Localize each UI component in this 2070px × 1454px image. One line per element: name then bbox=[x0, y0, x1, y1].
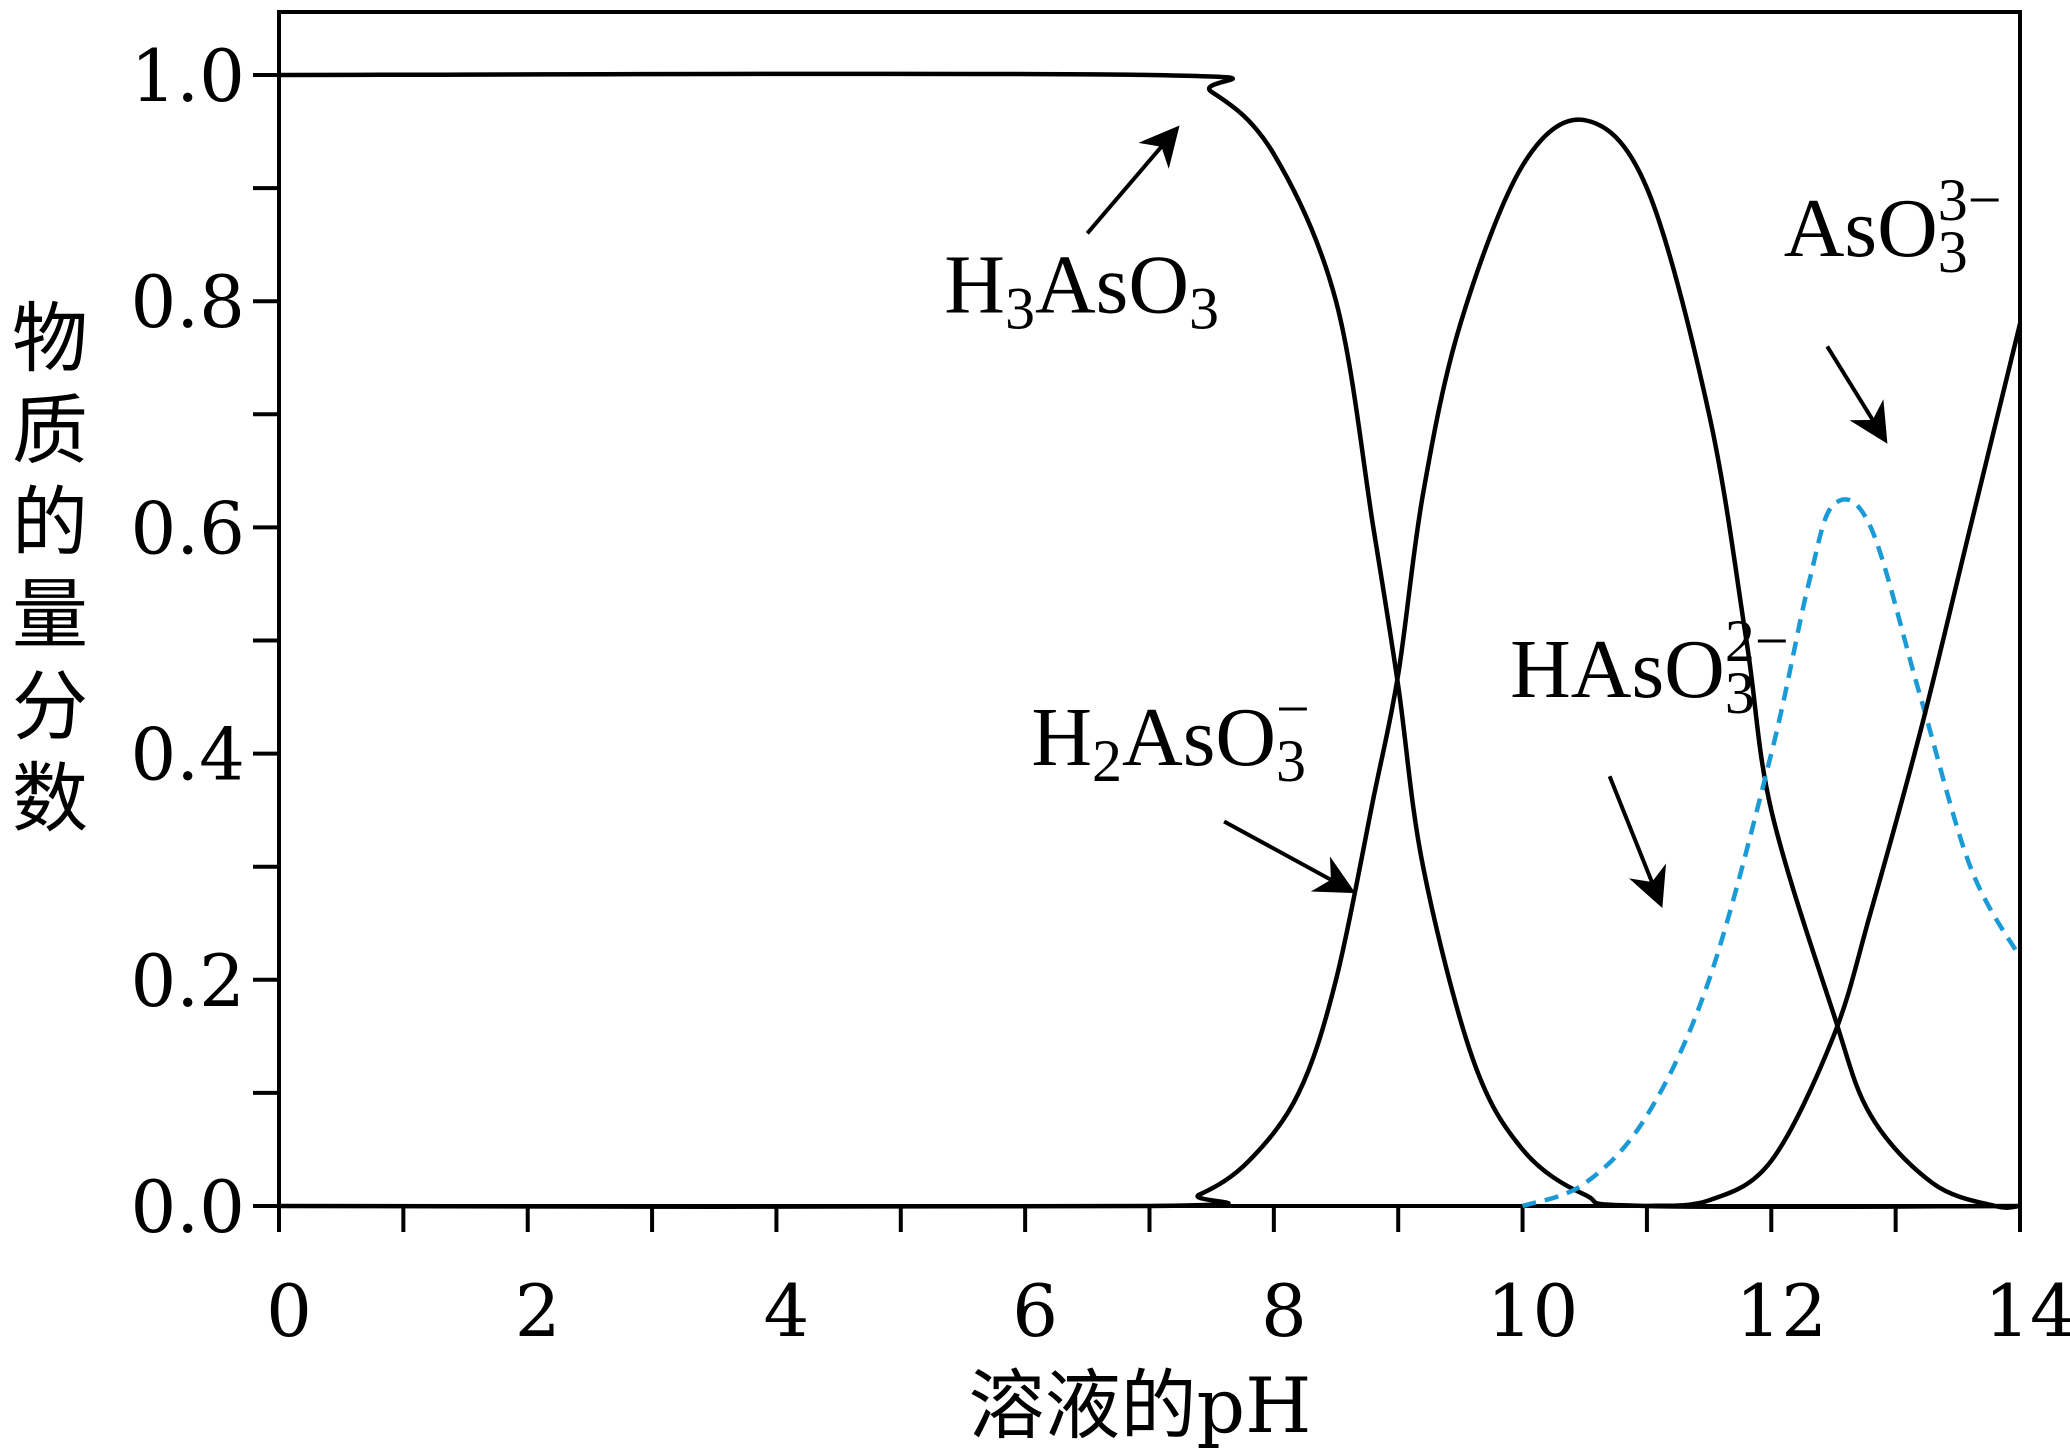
species-label-2: HAsO32− bbox=[1510, 608, 1789, 726]
y-tick-label: 0.0 bbox=[130, 1165, 245, 1249]
y-axis-title-char: 分 bbox=[12, 662, 88, 751]
x-tick-label: 4 bbox=[764, 1269, 810, 1353]
x-tick-label: 10 bbox=[1487, 1269, 1579, 1353]
species-label-3: AsO33− bbox=[1784, 167, 2002, 285]
annotation-arrow-1 bbox=[1223, 819, 1356, 894]
y-axis-title-char: 物 bbox=[12, 294, 88, 383]
x-axis-title: 溶液的pH bbox=[969, 1361, 1312, 1450]
series-line-1 bbox=[278, 117, 2021, 1210]
x-tick-label: 0 bbox=[266, 1269, 312, 1353]
y-tick-label: 0.2 bbox=[130, 939, 245, 1023]
series-line-0 bbox=[278, 71, 2021, 1210]
series-line-3 bbox=[1646, 323, 2023, 1209]
x-tick-label: 12 bbox=[1735, 1269, 1827, 1353]
y-tick-label: 1.0 bbox=[130, 34, 245, 118]
x-tick-label: 14 bbox=[1984, 1269, 2070, 1353]
annotation-arrow-3 bbox=[1825, 345, 1888, 444]
y-axis-title-char: 数 bbox=[12, 754, 88, 843]
y-tick-label: 0.8 bbox=[130, 260, 245, 344]
species-label-0: H3AsO3 bbox=[944, 239, 1219, 342]
y-axis-title-char: 量 bbox=[12, 570, 88, 659]
x-tick-label: 6 bbox=[1012, 1269, 1058, 1353]
y-tick-label: 0.4 bbox=[130, 713, 245, 797]
y-axis-title-char: 质 bbox=[12, 386, 88, 475]
y-axis-title-char: 的 bbox=[12, 478, 88, 567]
species-label-1: H2AsO3− bbox=[1031, 676, 1310, 794]
y-tick-label: 0.6 bbox=[130, 486, 245, 570]
series-line-2 bbox=[1521, 497, 2022, 1209]
x-tick-label: 2 bbox=[515, 1269, 561, 1353]
annotation-arrow-2 bbox=[1607, 775, 1667, 909]
annotation-arrow-0 bbox=[1085, 125, 1180, 235]
x-tick-label: 8 bbox=[1261, 1269, 1307, 1353]
